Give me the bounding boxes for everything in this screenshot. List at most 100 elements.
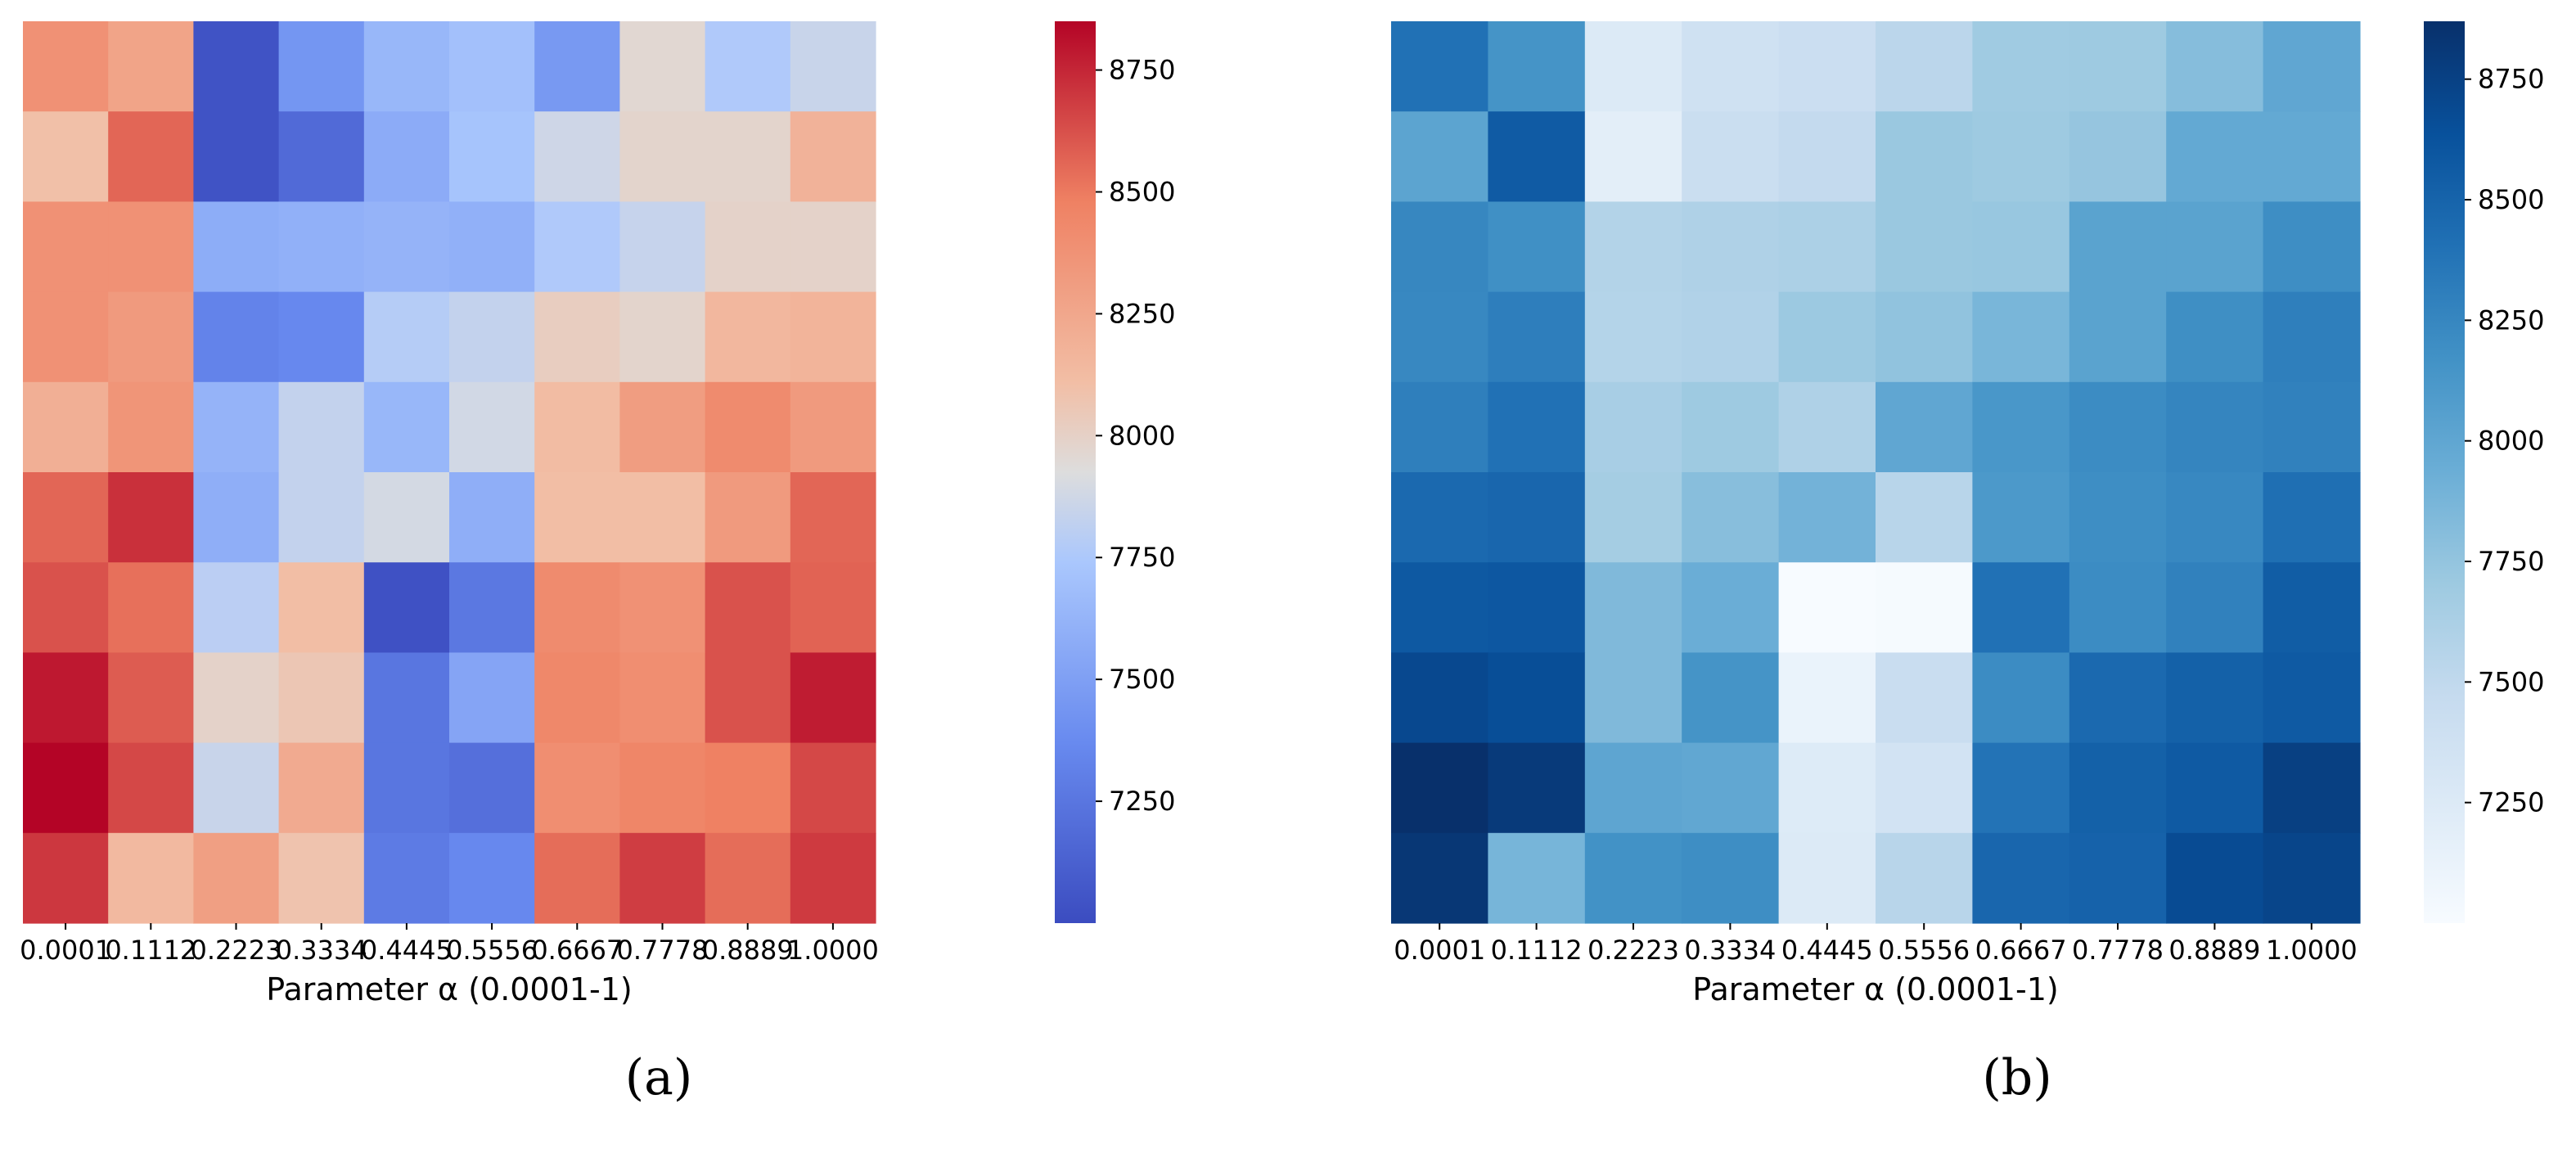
heatmap-cell-r3-c5: 7830: [449, 291, 535, 383]
heatmap-cell-r9-c5: 7360: [449, 832, 535, 924]
heatmap-cell-r9-c7: 8510: [2069, 832, 2167, 924]
heatmap-cell-r6-c2: 7840: [1584, 562, 1682, 653]
heatmap-cells: 8400815072507380742075307690770078108000…: [1391, 21, 2361, 924]
heatmap-cell-r2-c9: 7990: [790, 201, 876, 293]
heatmap-cell-r0-c8: 7810: [2166, 21, 2264, 112]
heatmap-cell-r4-c0: 8200: [23, 381, 109, 473]
heatmap-cell-r4-c5: 8000: [1876, 381, 1973, 473]
heatmap-cell-r0-c3: 7440: [278, 21, 365, 112]
heatmap-cell-r6-c7: 8210: [2069, 562, 2167, 653]
heatmap-cell-r6-c5: 7260: [449, 562, 535, 653]
heatmap-cell-r7-c0: 8790: [23, 652, 109, 744]
heatmap-cell-r6-c7: 8380: [619, 562, 706, 653]
colorbar-tick-label: 7750: [2478, 546, 2544, 577]
heatmap-cell-r8-c7: 8520: [2069, 742, 2167, 834]
heatmap-cell-r9-c2: 8300: [193, 832, 280, 924]
heatmap-cell-r4-c2: 7640: [1584, 381, 1682, 473]
heatmap-cell-r1-c7: 7740: [2069, 111, 2167, 202]
heatmap-cell-r8-c7: 8450: [619, 742, 706, 834]
colorbar-tick-label: 7500: [1109, 664, 1175, 695]
heatmap-cell-r3-c0: 8380: [23, 291, 109, 383]
x-tick-label: 0.8889: [2168, 935, 2260, 966]
heatmap-cell-r3-c9: 8300: [2263, 291, 2361, 383]
heatmap-cell-r2-c6: 7730: [1972, 201, 2070, 293]
heatmap-cell-r5-c6: 8110: [1972, 472, 2070, 563]
heatmap-cell-r9-c6: 8540: [534, 832, 620, 924]
heatmap-cell-r3-c2: 7570: [1584, 291, 1682, 383]
x-tick-label: 0.0001: [1394, 935, 1485, 966]
x-tick-label: 1.0000: [787, 935, 879, 966]
heatmap-cell-r8-c6: 8400: [534, 742, 620, 834]
colorbar-tick-label: 8250: [1109, 298, 1175, 329]
heatmap-cell-r2-c4: 7620: [1778, 201, 1876, 293]
heatmap-cell-r8-c4: 7250: [363, 742, 450, 834]
heatmap-cell-r4-c7: 8210: [2069, 381, 2167, 473]
heatmap-cell-r7-c4: 7120: [1778, 652, 1876, 744]
heatmap-cell-r7-c8: 8620: [705, 652, 791, 744]
heatmap-cell-r5-c7: 8110: [619, 472, 706, 563]
colorbar-tick-label: 8750: [2478, 64, 2544, 95]
heatmap-cell-r5-c9: 8560: [790, 472, 876, 563]
heatmap-cell-r8-c9: 8650: [790, 742, 876, 834]
heatmap-cell-r9-c1: 8140: [108, 832, 194, 924]
heatmap-cell-r2-c9: 8200: [2263, 201, 2361, 293]
heatmap-cell-r9-c1: 7880: [1488, 832, 1586, 924]
colorbar-tick-label: 7250: [1109, 786, 1175, 817]
heatmap-cell-r6-c5: 7020: [1876, 562, 1973, 653]
heatmap-cell-r7-c1: 8660: [1488, 652, 1586, 744]
x-tick-label: 0.6667: [531, 935, 623, 966]
heatmap-cell-r7-c1: 8590: [108, 652, 194, 744]
heatmap-panel-b: 8400815072507380742075307690770078108000…: [1391, 21, 2544, 1106]
heatmap-cell-r4-c5: 7880: [449, 381, 535, 473]
heatmap-cell-r9-c9: 8690: [790, 832, 876, 924]
x-tick-label: 0.1112: [1491, 935, 1583, 966]
x-tick-label: 0.2223: [191, 935, 282, 966]
heatmap-cell-r3-c7: 7980: [619, 291, 706, 383]
panel-label: (a): [625, 1049, 693, 1106]
x-tick-label: 0.2223: [1587, 935, 1679, 966]
heatmap-cell-r6-c1: 8530: [108, 562, 194, 653]
heatmap-cell-r6-c8: 8290: [2166, 562, 2264, 653]
heatmap-cell-r5-c3: 7830: [278, 472, 365, 563]
panel-label: (b): [1982, 1049, 2051, 1106]
colorbar-tick-label: 8000: [1109, 420, 1175, 451]
colorbar: [2424, 21, 2465, 923]
heatmap-cell-r8-c8: 8480: [705, 742, 791, 834]
colorbar-tick-label: 7750: [1109, 542, 1175, 573]
heatmap-cell-r8-c3: 7990: [1682, 742, 1780, 834]
heatmap-cell-r2-c8: 7990: [705, 201, 791, 293]
heatmap-cell-r5-c5: 7590: [449, 472, 535, 563]
x-tick-label: 1.0000: [2266, 935, 2358, 966]
heatmap-cell-r7-c9: 8780: [790, 652, 876, 744]
heatmap-cell-r2-c5: 7600: [449, 201, 535, 293]
heatmap-cell-r0-c6: 7690: [1972, 21, 2070, 112]
x-tick-label: 0.6667: [1975, 935, 2067, 966]
heatmap-cell-r5-c7: 8200: [2069, 472, 2167, 563]
heatmap-cell-r6-c3: 7940: [1682, 562, 1780, 653]
heatmap-cell-r7-c6: 8210: [1972, 652, 2070, 744]
heatmap-cell-r7-c5: 7440: [1876, 652, 1973, 744]
heatmap-cell-r7-c3: 8060: [278, 652, 365, 744]
heatmap-cell-r8-c4: 7240: [1778, 742, 1876, 834]
heatmap-cell-r0-c7: 7960: [619, 21, 706, 112]
heatmap-cell-r1-c3: 7430: [1682, 111, 1780, 202]
heatmap-cell-r1-c8: 7980: [705, 111, 791, 202]
heatmap-cell-r4-c9: 8290: [2263, 381, 2361, 473]
x-tick-label: 0.5556: [446, 935, 538, 966]
x-tick-label: 0.7778: [2072, 935, 2164, 966]
colorbar-tick-label: 8500: [1109, 176, 1175, 207]
heatmap-cell-r1-c4: 7570: [363, 111, 450, 202]
heatmap-cell-r0-c5: 7530: [1876, 21, 1973, 112]
heatmap-cell-r9-c4: 7280: [363, 832, 450, 924]
heatmap-cell-r8-c0: 8870: [1391, 742, 1488, 834]
heatmap-cell-r4-c3: 7700: [1682, 381, 1780, 473]
heatmap-cell-r1-c6: 7700: [1972, 111, 2070, 202]
heatmap-cell-r2-c4: 7620: [363, 201, 450, 293]
heatmap-cell-r7-c0: 8700: [1391, 652, 1488, 744]
heatmap-cell-r8-c5: 7210: [449, 742, 535, 834]
heatmap-cell-r9-c5: 7550: [1876, 832, 1973, 924]
heatmap-cell-r7-c2: 7840: [1584, 652, 1682, 744]
heatmap-cell-r1-c0: 8100: [23, 111, 109, 202]
heatmap-cell-r2-c3: 7600: [1682, 201, 1780, 293]
heatmap-cell-r1-c4: 7480: [1778, 111, 1876, 202]
